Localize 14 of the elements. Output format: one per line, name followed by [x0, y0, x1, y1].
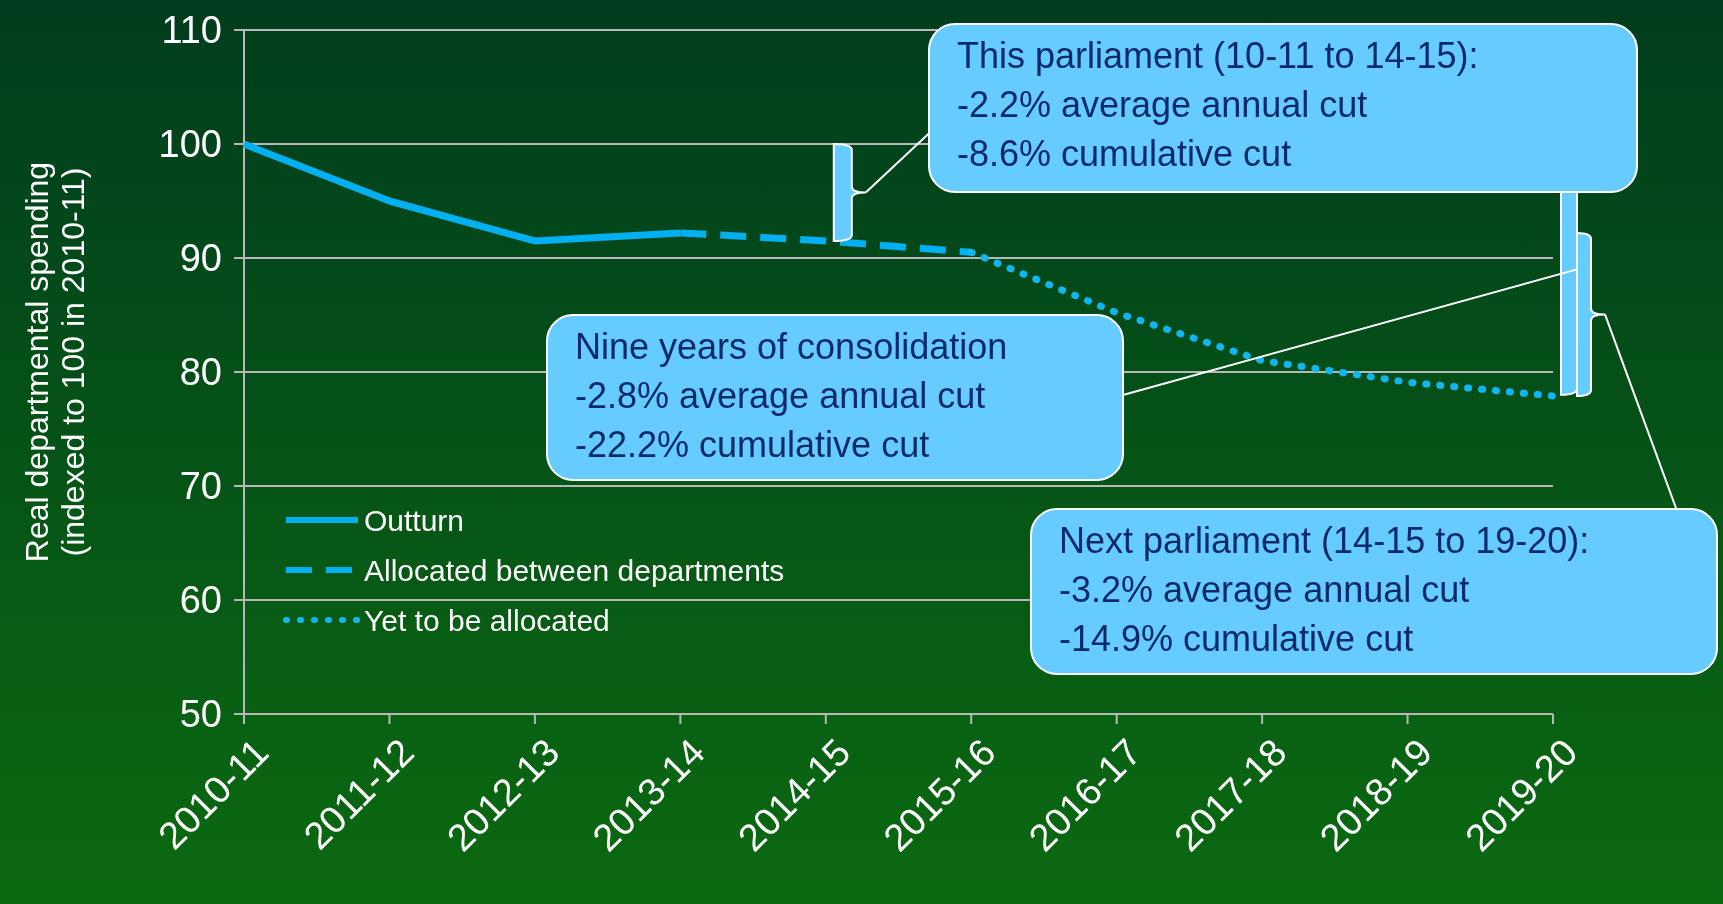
- y-tick-label: 60: [179, 579, 222, 622]
- y-axis-title: Real departmental spending (indexed to 100 in 2010-11): [19, 161, 91, 563]
- y-tick-label: 90: [179, 237, 222, 280]
- y-tick-label: 110: [161, 9, 222, 52]
- legend-label: Yet to be allocated: [364, 603, 610, 637]
- y-tick-label: 50: [179, 693, 222, 736]
- annotation: Next parliament (14-15 to 19-20): -3.2% average annual cut -14.9% cumulative cut: [1059, 520, 1590, 659]
- legend-label: Outturn: [364, 503, 465, 537]
- y-tick-label: 100: [158, 123, 222, 166]
- legend-label: Allocated between departments: [364, 553, 785, 587]
- y-tick-label: 80: [179, 351, 222, 394]
- annotation: Nine years of consolidation -2.8% average annual cut -22.2% cumulative cut: [575, 326, 1008, 465]
- y-tick-label: 70: [179, 465, 222, 508]
- annotation: This parliament (10-11 to 14-15): -2.2% average annual cut -8.6% cumulative cut: [957, 35, 1479, 174]
